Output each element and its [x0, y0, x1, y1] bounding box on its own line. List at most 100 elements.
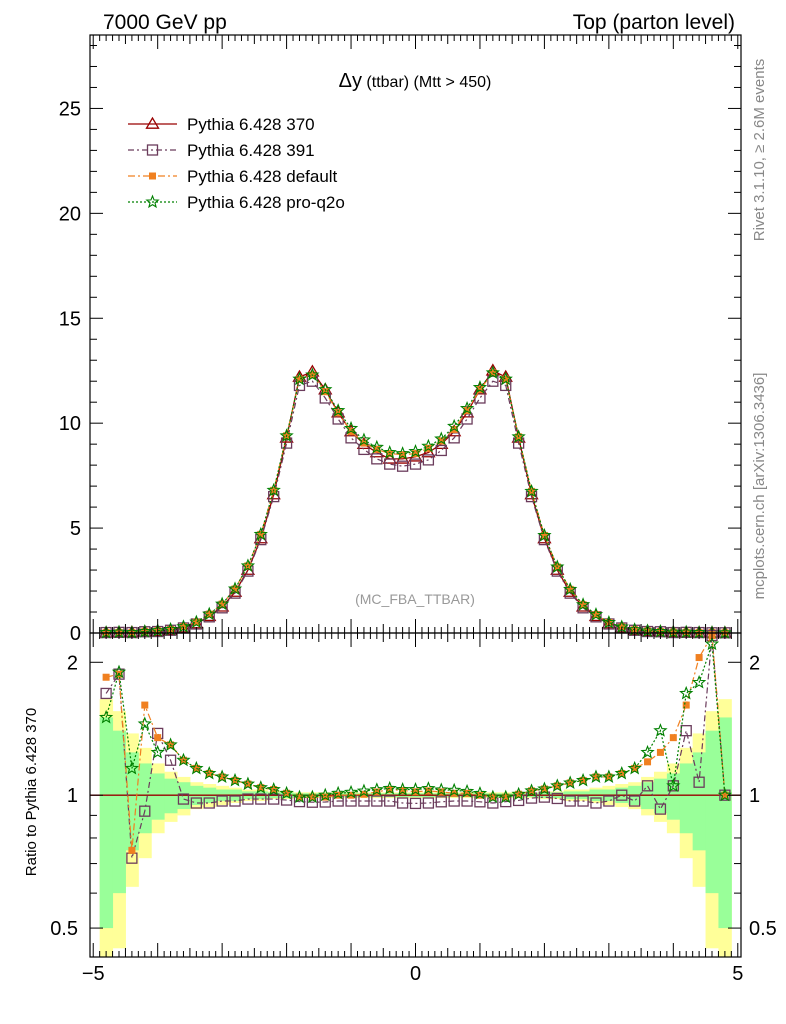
- point-p391: [461, 413, 473, 425]
- ratio-point-pq2o: [537, 781, 552, 796]
- point-pq2o: [382, 445, 397, 459]
- legend: Pythia 6.428 370 Pythia 6.428 391 Pythia 6…: [128, 115, 345, 212]
- ratio-point-pq2o: [111, 664, 127, 679]
- point-pq2o: [343, 420, 359, 435]
- main-y-tick-label: 5: [70, 518, 81, 540]
- point-pdef: [540, 531, 548, 539]
- point-pq2o: [202, 606, 217, 621]
- ratio-point-pdef: [644, 758, 652, 766]
- ratio-point-pq2o: [369, 782, 384, 796]
- ratio-point-p391: [654, 803, 667, 815]
- point-pq2o: [240, 558, 256, 572]
- ratio-y-tick-label-right: 2: [749, 652, 760, 674]
- legend-label-p391: Pythia 6.428 391: [187, 141, 315, 160]
- ratio-point-pq2o: [214, 769, 230, 783]
- ratio-point-pq2o: [202, 765, 217, 780]
- main-y-tick-label: 10: [59, 413, 81, 435]
- ratio-point-p391: [164, 754, 177, 766]
- legend-label-p370: Pythia 6.428 370: [187, 115, 315, 134]
- ratio-point-p391: [139, 805, 151, 817]
- ratio-point-pq2o: [189, 760, 204, 775]
- ratio-point-p391: [422, 797, 435, 809]
- ratio-point-pdef: [592, 773, 600, 781]
- ratio-point-pdef: [334, 791, 342, 799]
- ratio-point-p391: [435, 796, 447, 808]
- point-pq2o: [498, 371, 513, 386]
- ratio-point-p391: [384, 795, 396, 807]
- ratio-point-p391: [177, 793, 190, 805]
- point-pdef: [218, 600, 226, 608]
- watermark: (MC_FBA_TTBAR): [355, 591, 475, 607]
- point-pq2o: [421, 438, 436, 453]
- ratio-point-pq2o: [704, 636, 720, 651]
- plot-title-main: Δy: [339, 70, 362, 92]
- point-pq2o: [459, 400, 475, 415]
- header-right: Top (parton level): [573, 11, 735, 34]
- ratio-panel-series: [90, 629, 741, 864]
- point-pq2o: [253, 526, 268, 541]
- band-inner-bin: [679, 763, 694, 834]
- main-y-tick-label: 25: [59, 98, 81, 120]
- point-p391: [384, 458, 396, 470]
- point-pq2o: [292, 371, 307, 386]
- band-inner-bin: [705, 730, 719, 894]
- ratio-point-pq2o: [627, 760, 642, 775]
- ratio-point-pdef: [463, 789, 471, 797]
- point-p391: [371, 453, 383, 465]
- ratio-point-p391: [190, 797, 203, 809]
- band-inner-bin: [112, 730, 126, 894]
- ratio-point-pq2o: [98, 709, 114, 724]
- ratio-point-pdef: [631, 764, 639, 772]
- ratio-point-pq2o: [176, 752, 191, 767]
- header-left: 7000 GeV pp: [103, 11, 227, 34]
- point-pdef: [592, 611, 600, 619]
- ratio-point-pq2o: [305, 789, 320, 804]
- point-pq2o: [537, 527, 552, 542]
- point-pq2o: [227, 581, 243, 596]
- ratio-point-pdef: [540, 785, 548, 793]
- ratio-point-pdef: [476, 791, 484, 799]
- ratio-point-p391: [693, 776, 705, 788]
- plot-title: Δy (ttbar) (Mtt > 450): [339, 70, 492, 92]
- point-pq2o: [279, 428, 294, 442]
- point-pq2o: [305, 367, 320, 381]
- ratio-point-pdef: [579, 776, 587, 784]
- ratio-point-pq2o: [395, 782, 410, 796]
- ratio-point-p391: [216, 795, 228, 807]
- band-inner-bin: [164, 778, 178, 814]
- point-p370: [382, 451, 397, 464]
- point-pq2o: [331, 403, 346, 417]
- ratio-point-pdef: [669, 734, 677, 742]
- point-pdef: [386, 450, 394, 458]
- ratio-point-pq2o: [614, 765, 629, 780]
- ratio-point-pq2o: [588, 769, 604, 783]
- ratio-y-tick-label: 2: [67, 652, 78, 674]
- ratio-point-p391: [203, 797, 215, 809]
- ratio-point-p391: [255, 793, 267, 805]
- ratio-point-pq2o: [163, 737, 178, 751]
- point-pq2o: [369, 439, 384, 454]
- series-line-pq2o: [106, 372, 725, 634]
- ratio-point-p391: [590, 797, 602, 809]
- ratio-point-pq2o: [137, 716, 152, 731]
- ratio-y-axis-label: Ratio to Pythia 6.428 370: [23, 708, 40, 876]
- ratio-point-pq2o: [356, 783, 372, 798]
- ratio-point-pdef: [154, 734, 162, 742]
- point-pq2o: [588, 607, 604, 621]
- ratio-point-pdef: [553, 782, 561, 790]
- ratio-point-pq2o: [227, 772, 243, 787]
- ratio-y-tick-label: 0.5: [50, 918, 78, 940]
- ratio-point-p391: [628, 795, 641, 807]
- legend-label-pq2o: Pythia 6.428 pro-q2o: [187, 193, 345, 212]
- ratio-y-tick-label-right: 1: [749, 785, 760, 807]
- point-pdef: [295, 375, 303, 383]
- ratio-point-pq2o: [563, 775, 578, 789]
- point-pq2o: [189, 614, 204, 629]
- ratio-point-pq2o: [524, 783, 539, 797]
- band-inner-bin: [138, 763, 152, 834]
- plot-title-sub: (ttbar) (Mtt > 450): [362, 74, 491, 91]
- ratio-point-p391: [680, 725, 692, 737]
- point-pq2o: [485, 365, 500, 379]
- ratio-point-p391: [242, 793, 254, 805]
